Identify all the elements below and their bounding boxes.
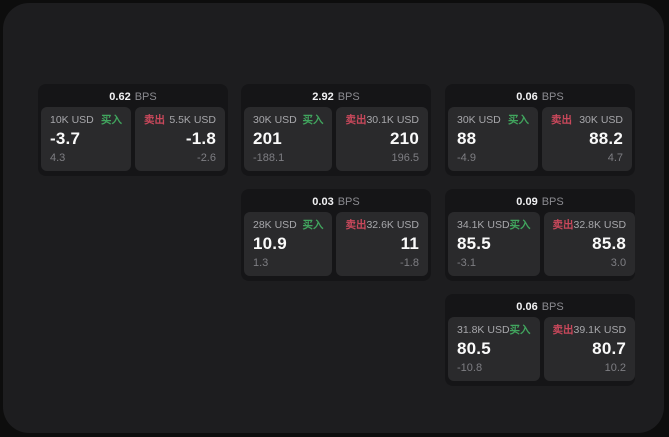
sell-amount: 39.1K USD	[573, 324, 627, 336]
buy-delta: -188.1	[253, 152, 285, 164]
buy-quote-cell[interactable]: 28K USD 买入 10.9 1.3	[244, 212, 333, 276]
buy-label: 买入	[509, 219, 531, 231]
bps-value: 0.06	[516, 91, 538, 103]
buy-delta: 4.3	[50, 152, 66, 164]
bps-value: 0.62	[109, 91, 131, 103]
bps-value: 2.92	[312, 91, 334, 103]
sell-amount: 5.5K USD	[169, 114, 216, 126]
sell-quote-cell[interactable]: 卖出 32.8K USD 85.8 3.0	[543, 212, 636, 276]
buy-quote-cell[interactable]: 30K USD 买入 88 -4.9	[448, 107, 538, 171]
buy-price: 201	[253, 129, 282, 148]
buy-quote-cell[interactable]: 31.8K USD 买入 80.5 -10.8	[448, 317, 540, 381]
sell-amount: 32.8K USD	[573, 219, 627, 231]
sell-label: 卖出	[345, 219, 367, 231]
buy-price: 88	[457, 129, 477, 148]
sell-quote-cell[interactable]: 卖出 30K USD 88.2 4.7	[542, 107, 632, 171]
quote-card: 2.92 BPS 30K USD 买入 201 -188.1 卖出 30.1K …	[241, 84, 431, 176]
sell-delta: -2.6	[197, 152, 216, 164]
quote-card: 0.06 BPS 30K USD 买入 88 -4.9 卖出 30K USD 8…	[445, 84, 635, 176]
sell-price: 88.2	[589, 129, 623, 148]
buy-amount: 30K USD	[457, 114, 501, 126]
buy-label: 买入	[509, 324, 531, 336]
buy-amount: 30K USD	[253, 114, 297, 126]
bps-header: 0.06 BPS	[448, 297, 632, 317]
buy-delta: -10.8	[457, 362, 483, 374]
sell-delta: 10.2	[604, 362, 627, 374]
sell-delta: 196.5	[391, 152, 419, 164]
sell-price: 80.7	[592, 339, 627, 358]
sell-label: 卖出	[552, 219, 574, 231]
sell-price: 11	[400, 234, 419, 253]
sell-label: 卖出	[345, 114, 367, 126]
sell-quote-cell[interactable]: 卖出 30.1K USD 210 196.5	[336, 107, 428, 171]
buy-amount: 10K USD	[50, 114, 94, 126]
buy-amount: 31.8K USD	[457, 324, 510, 336]
bps-value: 0.09	[516, 196, 538, 208]
bps-unit-label: BPS	[541, 301, 564, 313]
bps-value: 0.06	[516, 301, 538, 313]
sell-price: -1.8	[185, 129, 216, 148]
buy-label: 买入	[508, 114, 529, 126]
quote-card: 0.09 BPS 34.1K USD 买入 85.5 -3.1 卖出 32.8K…	[445, 189, 636, 281]
sell-amount: 30.1K USD	[366, 114, 419, 126]
bps-header: 2.92 BPS	[244, 87, 428, 107]
sell-delta: 3.0	[610, 257, 627, 269]
sell-label: 卖出	[552, 324, 574, 336]
bps-header: 0.06 BPS	[448, 87, 632, 107]
buy-delta: 1.3	[253, 257, 269, 269]
quote-card: 0.03 BPS 28K USD 买入 10.9 1.3 卖出 32.6K US…	[241, 189, 431, 281]
buy-delta: -3.1	[457, 257, 476, 269]
sell-quote-cell[interactable]: 卖出 5.5K USD -1.8 -2.6	[135, 107, 225, 171]
buy-price: 85.5	[457, 234, 491, 253]
quote-card: 0.62 BPS 10K USD 买入 -3.7 4.3 卖出 5.5K USD…	[38, 84, 228, 176]
bps-unit-label: BPS	[541, 196, 564, 208]
buy-label: 买入	[302, 219, 324, 231]
sell-quote-cell[interactable]: 卖出 39.1K USD 80.7 10.2	[543, 317, 636, 381]
bps-header: 0.09 BPS	[448, 192, 632, 212]
quote-card: 0.06 BPS 31.8K USD 买入 80.5 -10.8 卖出 39.1…	[445, 294, 636, 386]
buy-label: 买入	[101, 114, 122, 126]
buy-quote-cell[interactable]: 34.1K USD 买入 85.5 -3.1	[448, 212, 540, 276]
bps-value: 0.03	[312, 196, 334, 208]
app-surface: 0.62 BPS 10K USD 买入 -3.7 4.3 卖出 5.5K USD…	[3, 3, 664, 433]
bps-header: 0.62 BPS	[41, 87, 225, 107]
buy-quote-cell[interactable]: 30K USD 买入 201 -188.1	[244, 107, 333, 171]
sell-label: 卖出	[551, 114, 572, 126]
bps-unit-label: BPS	[541, 91, 564, 103]
sell-delta: 4.7	[607, 152, 623, 164]
buy-amount: 28K USD	[253, 219, 297, 231]
sell-price: 210	[390, 129, 419, 148]
sell-price: 85.8	[592, 234, 627, 253]
sell-delta: -1.8	[400, 257, 419, 269]
buy-amount: 34.1K USD	[457, 219, 510, 231]
buy-price: 10.9	[253, 234, 287, 253]
bps-unit-label: BPS	[337, 91, 360, 103]
sell-amount: 32.6K USD	[366, 219, 419, 231]
buy-price: 80.5	[457, 339, 491, 358]
sell-amount: 30K USD	[579, 114, 623, 126]
buy-quote-cell[interactable]: 10K USD 买入 -3.7 4.3	[41, 107, 131, 171]
buy-delta: -4.9	[457, 152, 476, 164]
buy-label: 买入	[302, 114, 324, 126]
bps-unit-label: BPS	[337, 196, 360, 208]
sell-quote-cell[interactable]: 卖出 32.6K USD 11 -1.8	[336, 212, 428, 276]
bps-header: 0.03 BPS	[244, 192, 428, 212]
buy-price: -3.7	[50, 129, 81, 148]
sell-label: 卖出	[144, 114, 165, 126]
bps-unit-label: BPS	[134, 91, 157, 103]
